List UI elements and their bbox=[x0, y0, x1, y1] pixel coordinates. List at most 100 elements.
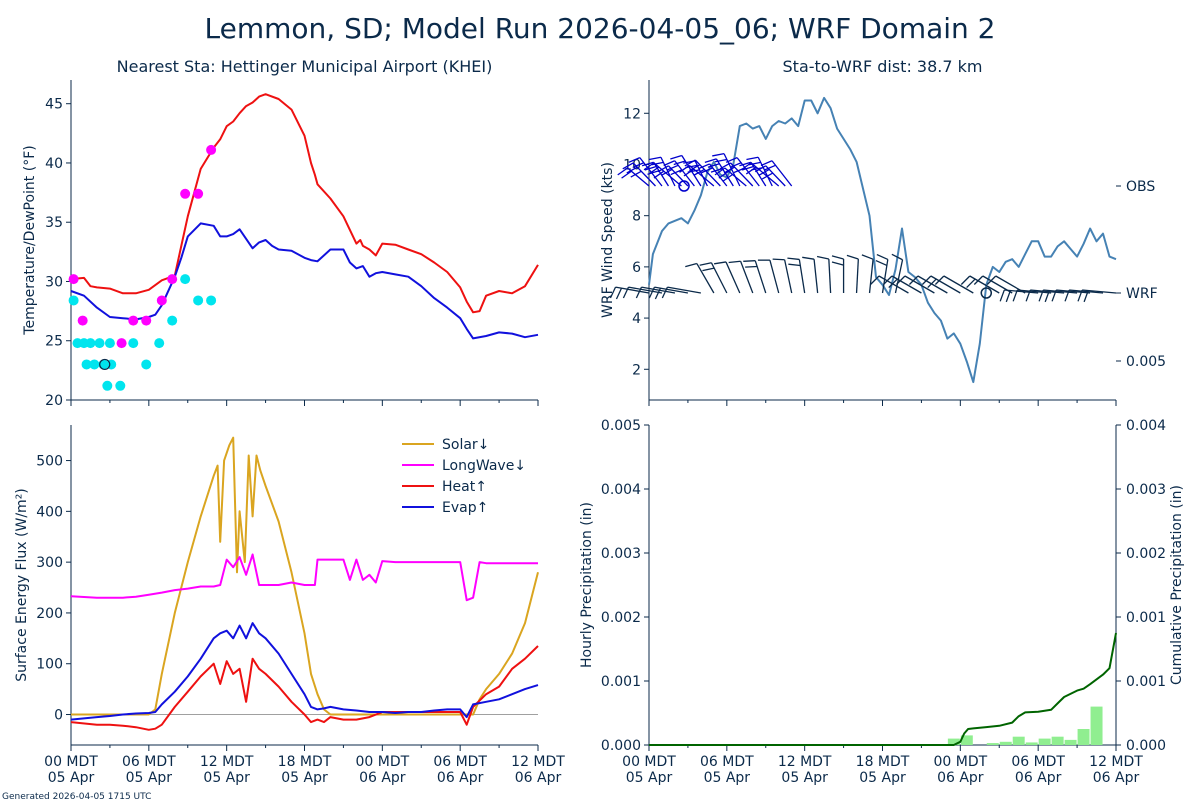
barb-flag bbox=[683, 168, 695, 177]
barb-shaft bbox=[667, 286, 702, 294]
wrf-wind-barb bbox=[1012, 289, 1052, 302]
wrf-wind-barb bbox=[728, 260, 754, 294]
obs-wind-barb bbox=[622, 162, 656, 187]
barb-flag bbox=[693, 168, 705, 176]
barb-flag bbox=[670, 154, 683, 160]
barb-flag bbox=[802, 256, 815, 260]
y2-tick-label: 0.005 bbox=[1126, 354, 1166, 370]
y-tick-label: 35 bbox=[45, 215, 63, 231]
obs-wind-barb bbox=[663, 160, 695, 187]
barb-flag bbox=[758, 168, 770, 176]
y-tick-label: 100 bbox=[36, 657, 63, 673]
x-tick-label-date: 06 Apr bbox=[359, 770, 406, 786]
y-tick-label: 300 bbox=[36, 555, 63, 571]
x-tick-label-date: 06 Apr bbox=[937, 770, 984, 786]
barb-shaft bbox=[904, 275, 935, 294]
barb-shaft bbox=[1030, 289, 1065, 294]
barb-flag bbox=[729, 162, 742, 169]
barb-flag bbox=[641, 161, 654, 167]
wind-panel: Sta-to-WRF dist: 38.7 km 2 4 6 8 10 12 WRF Wind… bbox=[600, 57, 1158, 406]
barb-flag bbox=[626, 166, 638, 174]
wrf-wind-barb bbox=[743, 260, 767, 294]
barb-shaft bbox=[754, 260, 767, 294]
x-tick-label: 18 MDT bbox=[856, 754, 910, 770]
y2-tick-label: 0.001 bbox=[1126, 610, 1166, 626]
barb-flag bbox=[648, 286, 656, 299]
wrf-wind-barb bbox=[846, 254, 859, 294]
barb-flag bbox=[788, 263, 801, 267]
barb-flag bbox=[999, 289, 1005, 302]
wrf-wind-barb bbox=[1051, 289, 1091, 302]
obs-dewpoint-point bbox=[102, 380, 113, 391]
solar-line bbox=[71, 436, 539, 716]
y-axis-label: Temperature/DewPoint (°F) bbox=[22, 145, 38, 335]
barb-shaft bbox=[917, 275, 948, 294]
y-tick-label: 2 bbox=[632, 362, 641, 378]
hourly-precip-bar bbox=[1077, 729, 1090, 745]
y-tick-label: 0.005 bbox=[601, 418, 641, 434]
wrf-wind-barb bbox=[908, 275, 948, 294]
obs-temperature-point bbox=[193, 188, 204, 199]
barb-flag bbox=[698, 163, 710, 170]
y-axis-label: WRF Wind Speed (kts) bbox=[600, 162, 616, 318]
barb-flag bbox=[745, 265, 758, 268]
wrf-calm-circle bbox=[980, 287, 993, 299]
obs-dewpoint-point bbox=[206, 295, 217, 306]
wrf-wind-barb bbox=[648, 286, 689, 300]
barb-flag bbox=[888, 278, 898, 289]
barb-shaft bbox=[943, 275, 974, 294]
barb-flag bbox=[1044, 290, 1050, 303]
obs-wind-barb bbox=[754, 165, 786, 187]
y-tick-label: 0 bbox=[54, 708, 63, 724]
barb-flag bbox=[816, 255, 829, 260]
x-tick-label: 06 MDT bbox=[700, 754, 754, 770]
y-tick-label: 6 bbox=[632, 260, 641, 276]
barb-flag bbox=[722, 173, 733, 182]
obs-dewpoint-point bbox=[154, 338, 165, 349]
obs-temperature-point bbox=[77, 315, 88, 326]
barb-shaft bbox=[628, 286, 663, 294]
barb-shaft bbox=[1056, 289, 1091, 294]
wrf-wind-barb bbox=[609, 286, 650, 300]
obs-wind-barb bbox=[760, 160, 793, 187]
barb-shaft bbox=[813, 259, 819, 294]
barb-flag bbox=[621, 170, 632, 179]
wrf-wind-barb bbox=[1077, 289, 1117, 303]
wrf-temperature-line bbox=[70, 93, 539, 314]
x-tick-label: 12 MDT bbox=[1089, 754, 1143, 770]
wrf-wind-barb bbox=[921, 275, 961, 294]
barb-flag bbox=[622, 162, 634, 170]
barb-shaft bbox=[769, 259, 780, 294]
y-axis-label: Hourly Precipitation (in) bbox=[579, 502, 595, 668]
y-tick-label: 0.001 bbox=[601, 674, 641, 690]
barb-flag bbox=[714, 261, 727, 265]
obs-temperature-point bbox=[141, 315, 152, 326]
barb-flag bbox=[701, 167, 713, 174]
wrf-wind-barb bbox=[714, 261, 741, 294]
y-tick-label: 0.002 bbox=[601, 610, 641, 626]
barb-flag bbox=[966, 278, 976, 289]
barb-flag bbox=[740, 162, 752, 171]
obs-calm-marker bbox=[99, 358, 111, 371]
x-tick-label: 12 MDT bbox=[200, 754, 254, 770]
y-tick-label: 0.004 bbox=[601, 482, 641, 498]
y-tick-label: 45 bbox=[45, 97, 63, 113]
barb-flag bbox=[1064, 289, 1070, 302]
wrf-barb-label: WRF bbox=[1126, 286, 1158, 302]
x-tick-label: 12 MDT bbox=[778, 754, 832, 770]
barb-flag bbox=[739, 161, 752, 167]
barb-shaft bbox=[739, 261, 754, 294]
wrf-wind-barb bbox=[802, 256, 819, 294]
wrf-wind-barb bbox=[891, 253, 904, 294]
y-tick-label: 20 bbox=[45, 393, 63, 409]
wrf-wind-barb bbox=[831, 255, 845, 293]
obs-wind-barb bbox=[684, 159, 721, 187]
barb-flag bbox=[689, 164, 701, 172]
hourly-precip-bar bbox=[999, 741, 1012, 745]
barb-flag bbox=[649, 156, 662, 161]
barb-flag bbox=[723, 166, 735, 174]
wrf-wind-barb bbox=[685, 262, 715, 294]
barb-shaft bbox=[641, 286, 676, 294]
barb-flag bbox=[973, 275, 984, 285]
obs-wind-barb bbox=[739, 161, 767, 187]
